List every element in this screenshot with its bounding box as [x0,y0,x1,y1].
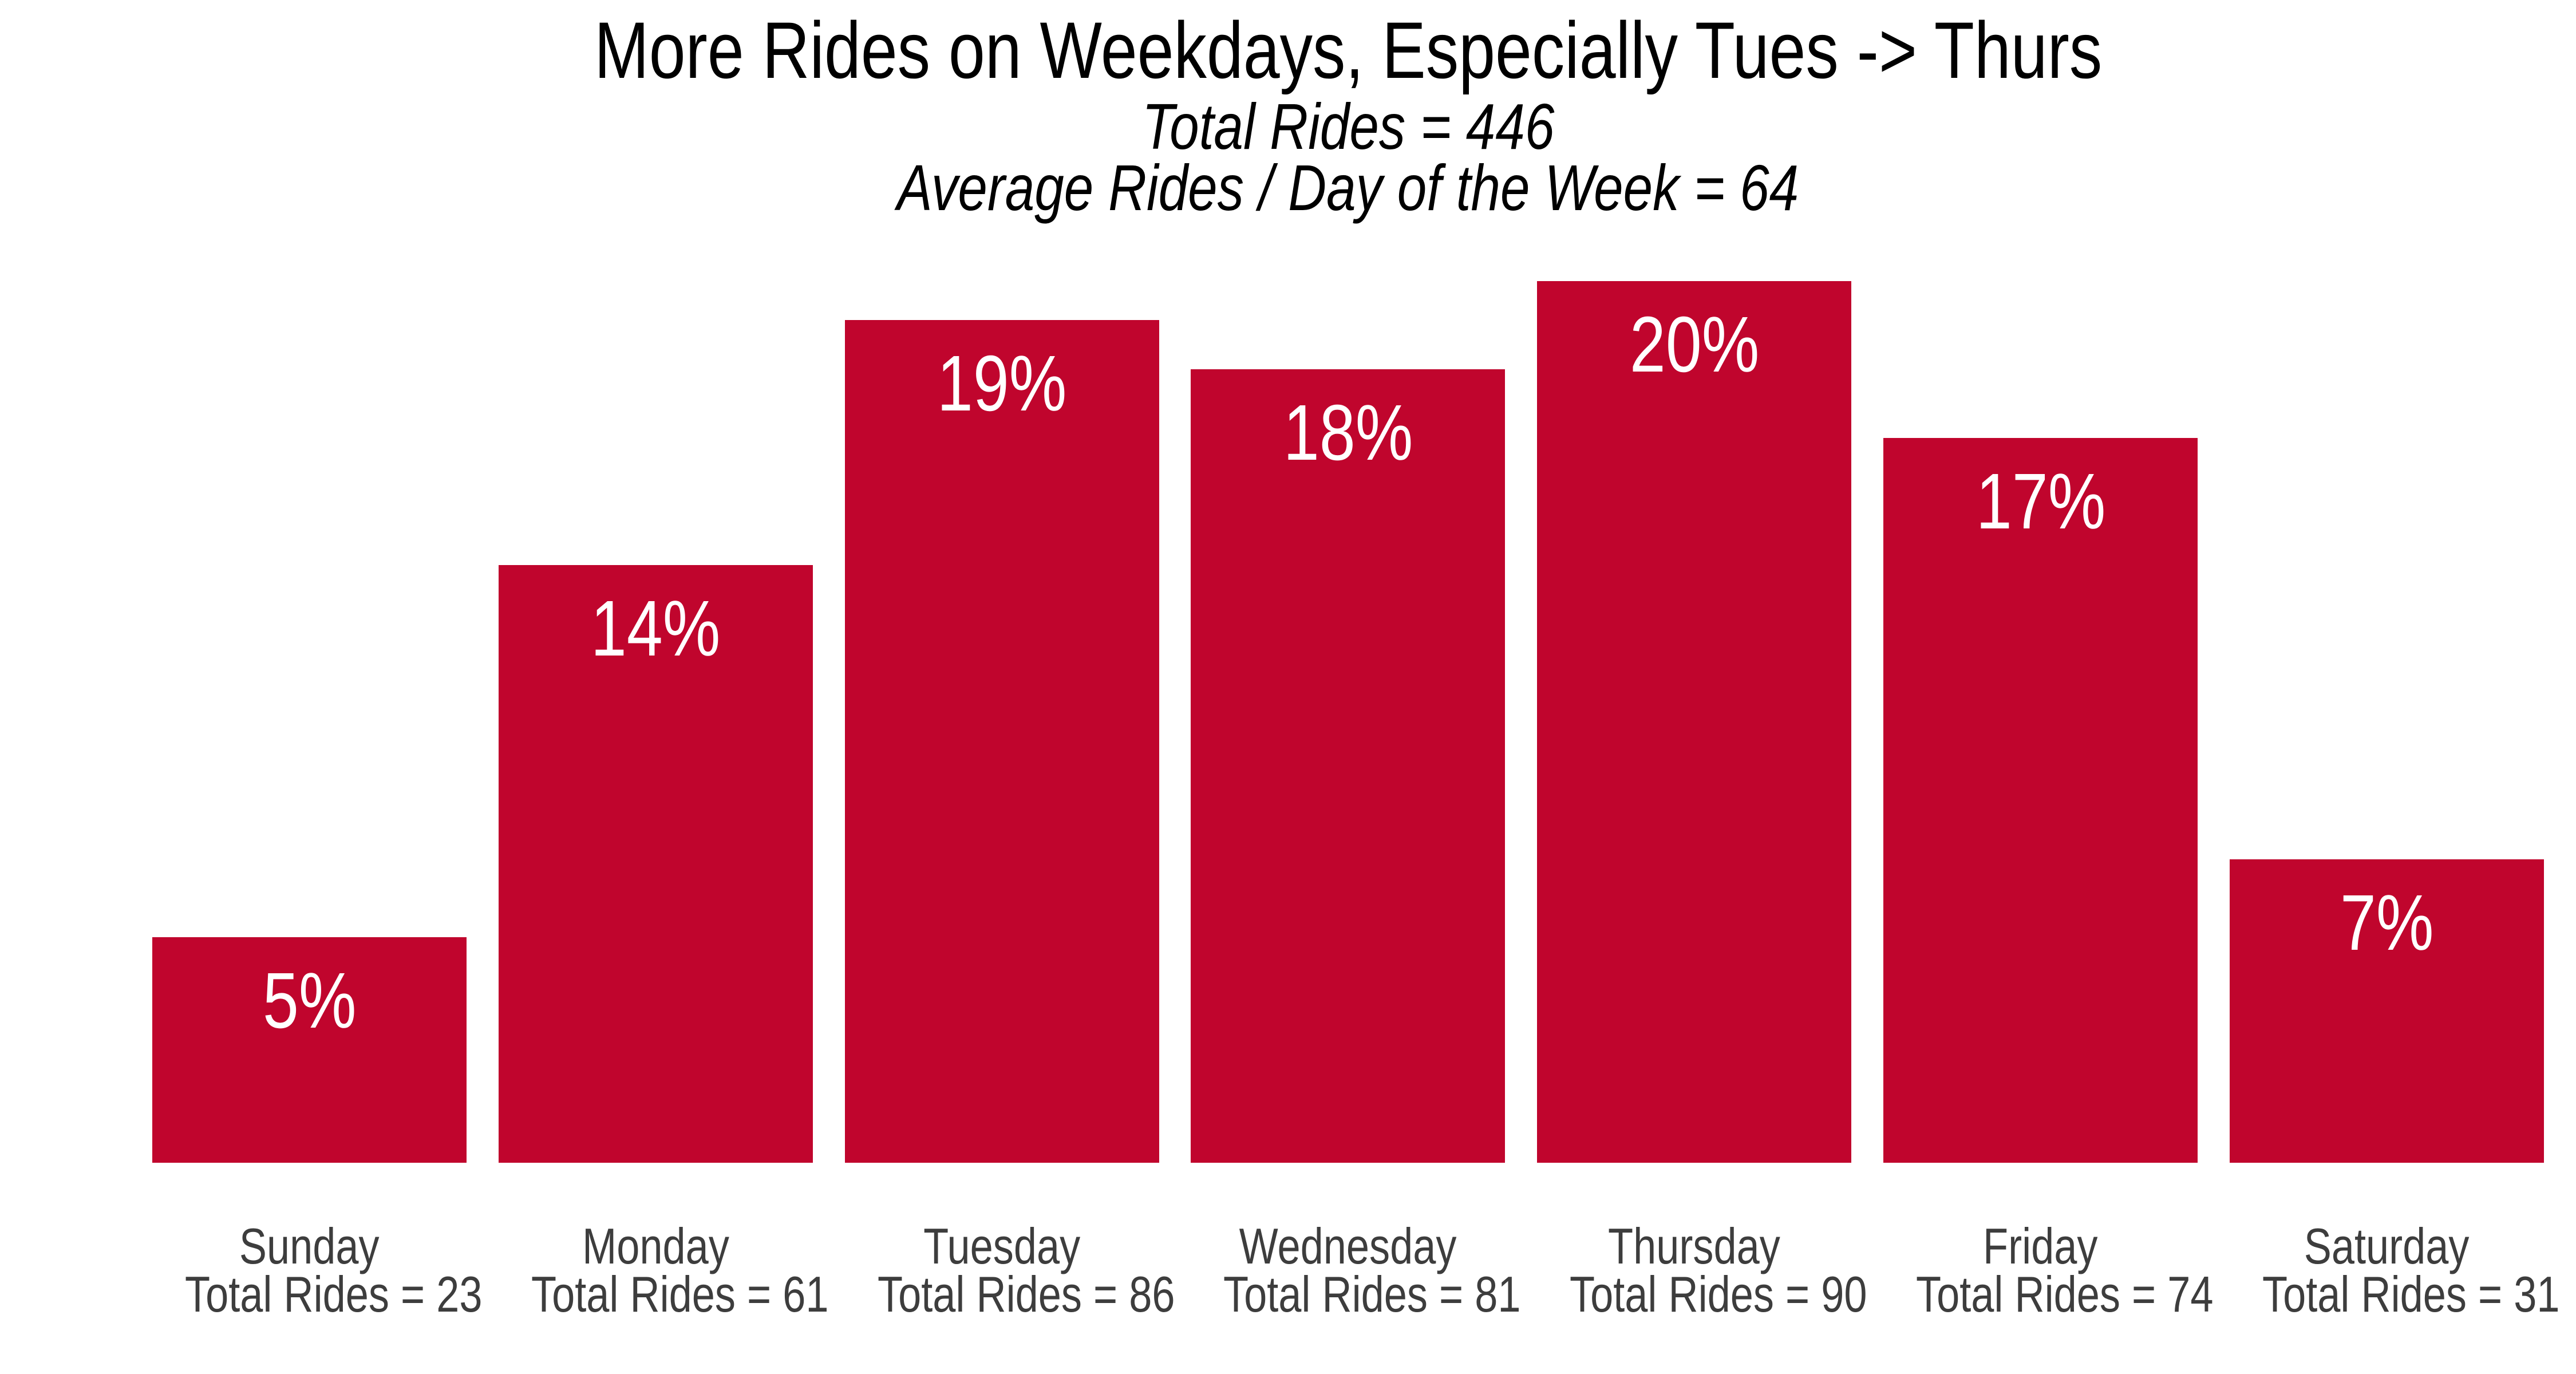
x-tick-total-text-tuesday: Total Rides = 86 [877,1266,1175,1322]
bar-tuesday: 19% [844,320,1159,1163]
x-tick-total-text-friday: Total Rides = 74 [1916,1266,2214,1322]
x-tick-total-wednesday: Total Rides = 81 [1191,1269,1520,1320]
bar-percent-label-friday: 17% [1883,462,2198,541]
x-tick-day-monday: Monday [499,1218,813,1274]
bar-saturday: 7% [2229,859,2544,1163]
x-tick-day-text-thursday: Thursday [1608,1218,1781,1274]
x-tick-total-friday: Total Rides = 74 [1883,1269,2213,1320]
x-tick-day-wednesday: Wednesday [1191,1218,1505,1274]
x-tick-day-text-wednesday: Wednesday [1239,1218,1457,1274]
x-tick-friday: Friday Total Rides = 74 [1883,1218,2213,1320]
x-tick-total-saturday: Total Rides = 31 [2230,1269,2559,1320]
bar-sunday: 5% [152,937,467,1163]
bar-percent-label-saturday: 7% [2230,883,2544,962]
x-tick-total-text-wednesday: Total Rides = 81 [1223,1266,1521,1322]
bar-percent-label-text-wednesday: 18% [1283,389,1413,477]
chart-subtitle-line-1-text: Total Rides = 446 [1141,90,1555,163]
bar-percent-label-text-saturday: 7% [2340,879,2434,967]
x-tick-day-text-friday: Friday [1983,1218,2098,1274]
x-tick-total-text-thursday: Total Rides = 90 [1570,1266,1867,1322]
bar-percent-label-sunday: 5% [152,961,467,1040]
bar-percent-label-thursday: 20% [1537,305,1851,384]
bar-friday: 17% [1883,438,2198,1163]
bar-percent-label-wednesday: 18% [1191,393,1505,472]
bar-percent-label-tuesday: 19% [845,344,1159,423]
x-tick-day-text-saturday: Saturday [2304,1218,2470,1274]
chart-title-text: More Rides on Weekdays, Especially Tues … [594,5,2103,95]
bar-percent-label-text-sunday: 5% [262,957,357,1045]
x-tick-wednesday: Wednesday Total Rides = 81 [1191,1218,1520,1320]
x-tick-saturday: Saturday Total Rides = 31 [2230,1218,2559,1320]
x-tick-day-friday: Friday [1883,1218,2198,1274]
x-tick-total-text-saturday: Total Rides = 31 [2262,1266,2560,1322]
bar-thursday: 20% [1537,281,1852,1163]
bar-percent-label-monday: 14% [499,589,813,668]
bar-percent-label-text-thursday: 20% [1629,301,1760,389]
x-tick-day-text-monday: Monday [582,1218,729,1274]
bar-percent-label-text-monday: 14% [591,585,721,673]
x-tick-day-thursday: Thursday [1537,1218,1851,1274]
plot-area: 5% 14% 19% 18% 20% 17% 7% [152,281,2544,1163]
x-tick-total-thursday: Total Rides = 90 [1537,1269,1867,1320]
x-tick-monday: Monday Total Rides = 61 [499,1218,828,1320]
x-tick-day-sunday: Sunday [152,1218,467,1274]
bar-monday: 14% [498,565,813,1163]
x-tick-day-text-sunday: Sunday [239,1218,380,1274]
bar-percent-label-text-friday: 17% [1976,457,2105,546]
chart-subtitle-line-2-text: Average Rides / Day of the Week = 64 [897,152,1799,224]
chart-header: More Rides on Weekdays, Especially Tues … [152,10,2544,224]
x-tick-day-text-tuesday: Tuesday [923,1218,1081,1274]
x-tick-total-tuesday: Total Rides = 86 [845,1269,1175,1320]
x-tick-day-saturday: Saturday [2230,1218,2544,1274]
chart-subtitle-line-1: Total Rides = 446 [152,90,2544,163]
x-tick-day-tuesday: Tuesday [845,1218,1159,1274]
x-axis-tick-labels: Sunday Total Rides = 23 Monday Total Rides … [152,1218,2559,1320]
x-tick-tuesday: Tuesday Total Rides = 86 [845,1218,1175,1320]
chart-subtitle-line-2: Average Rides / Day of the Week = 64 [152,152,2544,224]
x-tick-total-text-monday: Total Rides = 61 [531,1266,829,1322]
chart-title: More Rides on Weekdays, Especially Tues … [152,10,2544,90]
x-tick-total-sunday: Total Rides = 23 [152,1269,482,1320]
x-tick-total-text-sunday: Total Rides = 23 [185,1266,483,1322]
bar-percent-label-text-tuesday: 19% [937,339,1067,428]
x-tick-thursday: Thursday Total Rides = 90 [1537,1218,1867,1320]
x-tick-sunday: Sunday Total Rides = 23 [152,1218,482,1320]
x-tick-total-monday: Total Rides = 61 [499,1269,828,1320]
bar-wednesday: 18% [1191,369,1506,1163]
